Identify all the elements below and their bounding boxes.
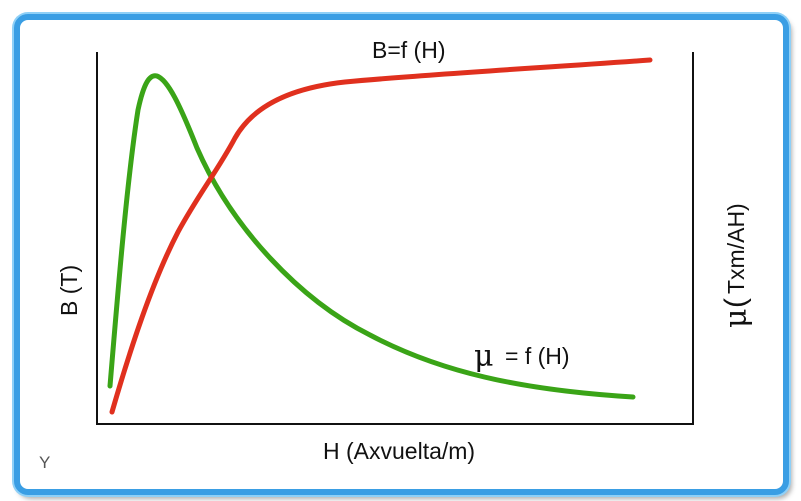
b-curve (109, 57, 653, 415)
corner-mark: Y (39, 453, 50, 472)
mu-curve-label: = f (H) (505, 343, 570, 369)
y-axis-right-label: Txm/AH) (723, 203, 749, 294)
y-axis-right-label-group: μ ( Txm/AH) (719, 203, 754, 328)
y-axis-right-paren: ( (719, 298, 752, 308)
x-axis-label: H (Axvuelta/m) (323, 438, 475, 464)
y-axis-right-mu: μ (719, 309, 754, 329)
y-axis-left-label: B (T) (56, 265, 82, 316)
mu-curve (107, 73, 636, 400)
mu-symbol: μ (474, 339, 494, 374)
b-curve-label: B=f (H) (372, 37, 445, 63)
